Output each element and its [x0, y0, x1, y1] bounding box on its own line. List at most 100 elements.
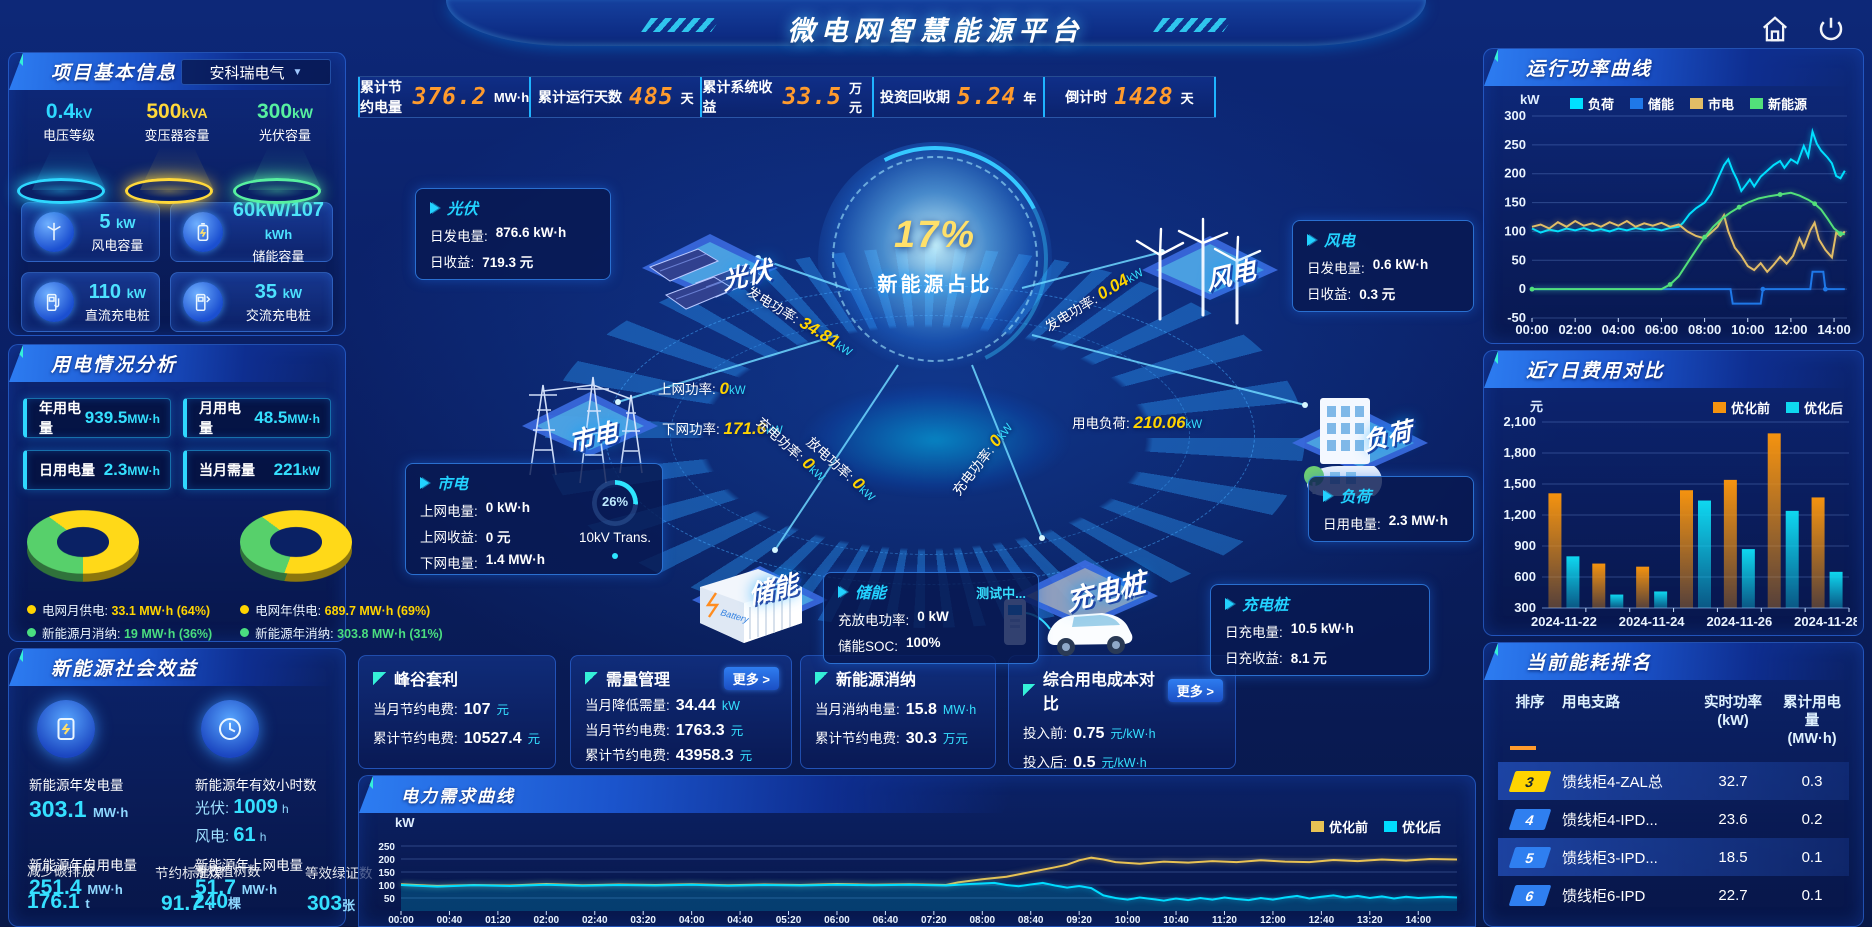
- transformer-gauge: 26% 10kV Trans.: [570, 480, 660, 559]
- svg-text:00:00: 00:00: [388, 915, 414, 926]
- legend-dot-icon: [27, 628, 36, 637]
- kpi-unit: 元: [527, 732, 541, 746]
- node-pv: 光伏: [630, 160, 780, 338]
- legend-square-icon: [1690, 98, 1704, 109]
- svg-text:14:00: 14:00: [1405, 915, 1431, 926]
- svg-text:2024-11-26: 2024-11-26: [1706, 614, 1772, 629]
- legend-dot-icon: [240, 605, 250, 614]
- kpi-label: 当月消纳电量:: [815, 702, 900, 717]
- rank-cell: 6: [1498, 884, 1562, 906]
- power-icon[interactable]: [1816, 14, 1846, 44]
- table-row[interactable]: 6 馈线柜6-IPD 22.7 0.1: [1498, 876, 1849, 914]
- info-label: 下网电量:: [420, 556, 478, 571]
- kpi-value: 0.75: [1073, 725, 1105, 742]
- corner-accent-icon: [9, 53, 27, 70]
- table-row[interactable]: 4 馈线柜4-IPD... 23.6 0.2: [1498, 800, 1849, 838]
- legend-label: 市电: [1708, 97, 1735, 112]
- more-button[interactable]: 更多 >: [723, 666, 779, 690]
- rank-cell: 5: [1498, 846, 1562, 868]
- info-value: 2.3 MW·h: [1388, 513, 1449, 528]
- ranking-rows[interactable]: 3 馈线柜4-ZAL总 32.7 0.3 4 馈线柜4-IPD... 23.6 0.2 5 馈线柜…: [1498, 762, 1849, 927]
- card-text: 60kW/107 kWh 储能容量: [233, 199, 324, 265]
- svg-text:14:00: 14:00: [1817, 322, 1850, 337]
- donut-legend: 电网年供电: 689.7 MW·h (69%) 新能源年消纳: 303.8 MW·…: [222, 590, 453, 642]
- svg-text:03:20: 03:20: [630, 915, 656, 926]
- legend-item: 电网月供电: 33.1 MW·h (64%): [27, 600, 212, 619]
- metric-label: 年用电量: [39, 400, 81, 436]
- donut-3d-top: [27, 510, 139, 574]
- svg-text:11:20: 11:20: [1212, 915, 1237, 926]
- kpi-panel: 峰谷套利 当月节约电费: 107 元累计节约电费: 10527.4 元: [358, 655, 556, 769]
- kpi-value: 1763.3: [675, 722, 725, 739]
- table-row[interactable]: 5 馈线柜3-IPD... 18.5 0.1: [1498, 838, 1849, 877]
- home-icon[interactable]: [1760, 14, 1790, 44]
- svg-text:09:20: 09:20: [1066, 915, 1092, 926]
- more-button[interactable]: 更多 >: [1167, 678, 1223, 702]
- legend-item: 优化后: [1383, 817, 1441, 836]
- lightning-decoration-icon: [1153, 18, 1233, 32]
- legend-square-icon: [1310, 821, 1324, 832]
- stat-cell: 投资回收期 5.24 年: [871, 77, 1043, 117]
- node-grid: 市电: [480, 278, 660, 495]
- capacity-card: 35 kW 交流充电桩: [169, 272, 333, 332]
- info-row: 上网电量: 0 kW·h: [420, 500, 650, 520]
- svg-text:300: 300: [1504, 108, 1526, 123]
- renewable-share-value: 17%: [893, 214, 977, 256]
- info-label: 日收益:: [1307, 287, 1352, 302]
- panel-title: 近7日费用对比: [1526, 361, 1665, 382]
- svg-text:08:00: 08:00: [969, 915, 995, 926]
- podium-stat: 500kVA 变压器容量: [125, 100, 229, 204]
- svg-text:04:40: 04:40: [727, 915, 753, 926]
- transformer-load-pct: 26%: [601, 494, 629, 509]
- metric-label: 日用电量: [39, 462, 95, 478]
- info-row: 日充电量: 10.5 kW·h: [1225, 621, 1417, 641]
- stat-label: 减少碳排放: [27, 864, 95, 879]
- svg-text:08:40: 08:40: [1018, 915, 1044, 926]
- kpi-title: 新能源消纳: [836, 672, 917, 689]
- donut-block: 电网月供电: 33.1 MW·h (64%) 新能源月消纳: 19 MW·h (3…: [9, 504, 222, 642]
- svg-text:10:40: 10:40: [1163, 915, 1189, 926]
- corner-accent-icon: [9, 649, 27, 666]
- dc-charger-icon: [34, 282, 74, 322]
- svg-text:04:00: 04:00: [679, 915, 705, 926]
- legend-dot-icon: [27, 605, 36, 614]
- stat-value: 303张: [307, 892, 356, 915]
- transformer-label: 10kV Trans.: [578, 530, 652, 545]
- legend-label: 负荷: [1588, 97, 1615, 112]
- corner-accent-icon: [815, 671, 828, 685]
- card-label: 交流充电桩: [245, 307, 311, 323]
- storage-info-box: 储能 测试中... 充放电功率: 0 kW 储能SOC: 100%: [823, 572, 1039, 664]
- company-dropdown[interactable]: 安科瑞电气 ▼: [181, 59, 331, 85]
- podium-ring-icon: [233, 178, 321, 204]
- kpi-value: 30.3: [905, 730, 937, 747]
- stat-label: 节约标准煤: [155, 866, 223, 881]
- node-wind: 风电: [1110, 138, 1280, 340]
- legend-text: 电网月供电: 33.1 MW·h (64%): [42, 604, 211, 618]
- svg-text:600: 600: [1514, 569, 1536, 584]
- table-row[interactable]: 3 馈线柜4-ZAL总 32.7 0.3: [1498, 762, 1849, 801]
- info-row: 日发电量: 876.6 kW·h: [430, 225, 598, 245]
- panel-ranking: 当前能耗排名 排序 用电支路 实时功率 (kW) 累计用电量 (MW·h) 3 馈线柜4…: [1483, 642, 1864, 927]
- info-label: 日充电量:: [1225, 625, 1283, 640]
- svg-text:02:40: 02:40: [582, 915, 608, 926]
- svg-text:00:00: 00:00: [1515, 322, 1548, 337]
- branch-cell: 馈线柜3-IPD...: [1562, 849, 1658, 867]
- svg-text:00:40: 00:40: [437, 915, 463, 926]
- top-header: 微电网智慧能源平台: [0, 0, 1872, 52]
- wind-turbines-icon: [1135, 217, 1262, 325]
- svg-text:13:20: 13:20: [1357, 915, 1383, 926]
- podium-label: 变压器容量: [144, 128, 210, 143]
- metric-label: 月用电量: [199, 400, 241, 436]
- kpi-value: 107: [463, 701, 491, 718]
- info-value: 1.4 MW·h: [485, 552, 546, 567]
- corner-accent-icon: [373, 671, 386, 685]
- ranking-header-row: 排序 用电支路 实时功率 (kW) 累计用电量 (MW·h): [1498, 694, 1849, 748]
- kpi-row: 累计节约电费: 10527.4 元: [373, 727, 543, 748]
- info-label: 日充收益:: [1225, 651, 1283, 666]
- svg-text:50: 50: [1512, 252, 1526, 267]
- kpi-label: 累计节约电费:: [373, 731, 458, 746]
- kpi-label: 当月节约电费:: [373, 702, 458, 717]
- play-icon: [430, 202, 439, 214]
- clock-icon: [201, 700, 259, 758]
- stat-label: 新能源年发电量: [29, 778, 124, 793]
